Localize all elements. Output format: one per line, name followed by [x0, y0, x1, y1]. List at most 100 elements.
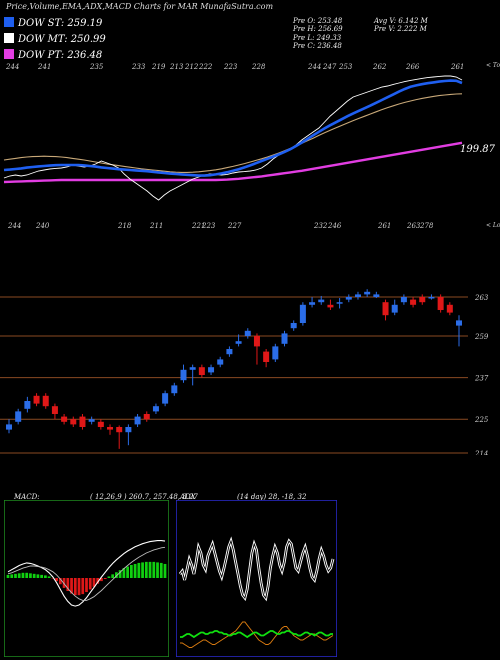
hline-label-259: 259	[474, 333, 489, 341]
macd-histogram-bar	[111, 574, 115, 578]
chart-header-title: Price,Volume,EMA,ADX,MACD Charts for MAR…	[6, 2, 274, 11]
adx-line-inner	[179, 539, 334, 600]
stats-col-1: Pre O: 253.48 Pre H: 256.69 Pre L: 249.3…	[293, 17, 343, 50]
bottom-tick-label: 227	[227, 222, 242, 230]
top-tick-label: 244	[307, 63, 321, 71]
macd-histogram-bar	[122, 568, 126, 578]
macd-histogram-bar	[118, 570, 122, 578]
stat-pre-high: Pre H: 256.69	[293, 25, 343, 34]
series-line-dow-st	[3, 79, 463, 177]
macd-histogram-bar	[62, 578, 66, 588]
candle-body	[171, 385, 178, 394]
price-chart: 244 241 235 233 219 213 212 222 223 228 244 247 253 2…	[0, 62, 500, 455]
macd-histogram-bar	[103, 578, 107, 580]
right-label-tops: < Tops	[486, 62, 500, 69]
candle-body	[162, 393, 169, 404]
series-line-dow-pt	[3, 141, 463, 184]
hline-label-214: 214	[474, 450, 488, 455]
candle-body	[437, 297, 444, 310]
stat-pre-open: Pre O: 253.48	[293, 17, 343, 25]
top-tick-label: 235	[89, 63, 104, 71]
legend-dow-pt: DOW PT: 236.48	[4, 49, 102, 61]
adx-panel	[176, 500, 337, 657]
macd-histogram-bar	[36, 574, 40, 578]
candle-body	[226, 349, 233, 355]
candle-body	[6, 424, 12, 430]
right-label-lows: < Lows	[486, 222, 500, 229]
top-tick-label: 262	[372, 63, 387, 71]
candle-body	[116, 427, 123, 433]
macd-line	[7, 540, 166, 607]
stats-col-2: Avg V: 6.142 M Pre V: 2.222 M	[374, 17, 428, 34]
adx-label: ADX	[180, 493, 196, 501]
macd-histogram-bar	[81, 578, 85, 595]
top-tick-label: 247	[322, 63, 337, 71]
candle-body	[61, 416, 68, 422]
adx-di-minus-line	[180, 621, 334, 648]
top-tick-label: 213	[169, 63, 184, 71]
macd-params: ( 12,26,9 ) 260.7, 257.48, 3.27	[90, 493, 198, 501]
candle-body	[419, 297, 426, 303]
adx-di-plus-line	[180, 630, 333, 639]
top-tick-label: 222	[198, 63, 213, 71]
candle-body	[33, 395, 40, 404]
last-value-label: 199.87	[460, 144, 496, 155]
bottom-tick-label: 261	[377, 222, 391, 230]
candle-body	[299, 304, 306, 323]
candle-body	[235, 341, 242, 344]
top-tick-label: 241	[37, 63, 51, 71]
macd-histogram-bar	[32, 573, 36, 578]
macd-histogram-bar	[29, 573, 32, 578]
legend-label-pt: DOW PT: 236.48	[18, 50, 103, 61]
macd-histogram-bar	[115, 572, 118, 578]
bottom-tick-label: 221	[191, 222, 205, 230]
macd-histogram-bar	[96, 578, 100, 584]
candle-body	[318, 299, 325, 303]
bottom-tick-label: 246	[327, 222, 342, 230]
candle-body	[217, 359, 224, 365]
candle-body	[107, 427, 114, 430]
candle-body	[42, 395, 49, 407]
candle-body	[345, 297, 352, 300]
macd-histogram-bar	[10, 574, 14, 578]
macd-histogram-bar	[144, 561, 148, 578]
macd-panel	[4, 500, 169, 657]
candle-body	[336, 302, 343, 304]
bottom-tick-label: 263	[406, 222, 421, 230]
hline-label-237: 237	[474, 375, 489, 383]
bottom-tick-label: 218	[117, 222, 132, 230]
bottom-tick-label: 244	[7, 222, 21, 230]
macd-histogram-bar	[44, 575, 47, 578]
macd-histogram-bar	[141, 562, 144, 578]
macd-histogram-bar	[77, 578, 81, 596]
candle-body	[24, 401, 31, 409]
candle-body	[410, 299, 417, 305]
candle-body	[281, 333, 288, 344]
macd-header: MACD: ( 12,26,9 ) 260.7, 257.48, 3.27	[14, 493, 198, 501]
legend-dow-st: DOW ST: 259.19	[4, 17, 102, 29]
candle-body	[143, 414, 150, 420]
adx-params: (14 day) 28, -18, 32	[237, 493, 307, 501]
top-tick-label: 233	[131, 63, 146, 71]
candle-body	[400, 297, 407, 303]
legend-dow-mt: DOW MT: 250.99	[4, 33, 106, 45]
candle-body	[263, 351, 270, 362]
macd-histogram-bar	[107, 576, 111, 578]
macd-histogram-bar	[66, 578, 70, 591]
top-tick-label: 212	[184, 63, 199, 71]
stat-pre-volume: Pre V: 2.222 M	[374, 25, 427, 34]
adx-header: ADX (14 day) 28, -18, 32	[180, 493, 306, 501]
bottom-tick-label: 240	[35, 222, 50, 230]
legend-swatch-pt	[4, 49, 14, 59]
macd-histogram-bar	[148, 561, 152, 578]
candle-body	[309, 302, 316, 305]
macd-histogram-bar	[126, 566, 129, 578]
macd-signal-line	[7, 546, 166, 601]
macd-histogram-bar	[25, 572, 29, 578]
macd-histogram-bar	[85, 578, 88, 593]
macd-histogram-bar	[159, 562, 163, 578]
top-tick-label: 244	[5, 63, 19, 71]
candle-body	[51, 406, 58, 414]
candle-body	[97, 421, 104, 427]
candle-body	[327, 304, 334, 308]
